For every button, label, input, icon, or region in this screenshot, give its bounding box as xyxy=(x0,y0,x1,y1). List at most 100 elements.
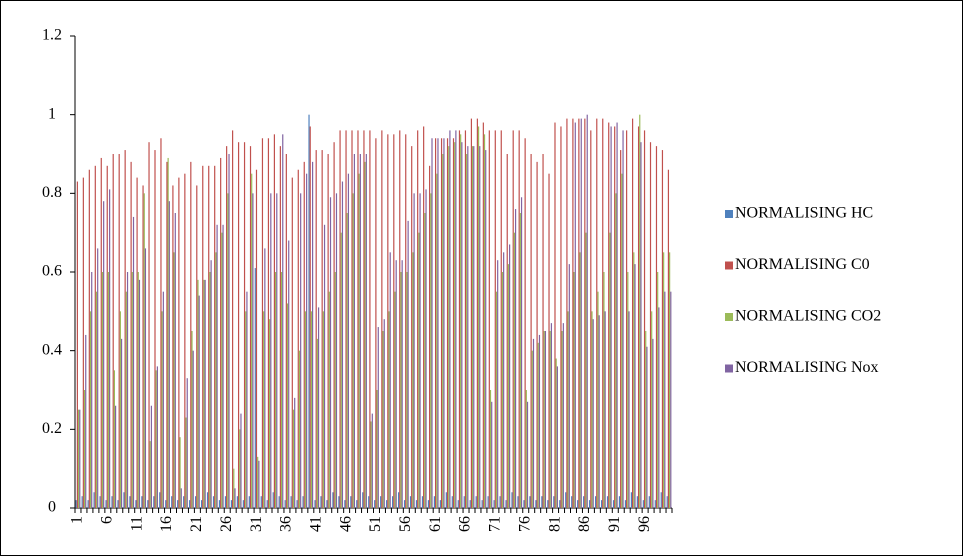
bar xyxy=(525,390,527,508)
bar xyxy=(612,500,615,508)
bar xyxy=(487,496,489,508)
bar xyxy=(226,146,228,508)
bar xyxy=(165,500,167,508)
bar xyxy=(661,150,664,509)
bar xyxy=(538,334,541,508)
bar xyxy=(280,272,283,508)
bar xyxy=(583,496,585,508)
bar xyxy=(622,130,624,508)
bar xyxy=(554,122,556,509)
bar xyxy=(297,169,299,508)
x-tick-label: 66 xyxy=(457,516,474,532)
bar xyxy=(594,496,597,508)
bar xyxy=(255,169,258,508)
bar xyxy=(436,173,438,508)
bar xyxy=(120,338,123,508)
x-tick-label: 86 xyxy=(576,516,593,532)
bar xyxy=(148,142,150,508)
bar xyxy=(220,157,222,508)
bar xyxy=(266,500,268,508)
bar xyxy=(481,500,483,508)
bar xyxy=(433,496,435,508)
bar xyxy=(309,126,311,508)
bar xyxy=(209,272,211,508)
bar xyxy=(79,409,81,508)
bar xyxy=(604,311,606,508)
bar xyxy=(615,193,617,509)
bar xyxy=(310,311,313,508)
bar xyxy=(592,319,594,508)
bar xyxy=(415,500,418,508)
legend-swatch xyxy=(725,261,733,270)
bar xyxy=(467,146,469,508)
x-tick-label: 91 xyxy=(606,516,623,532)
bar xyxy=(239,429,241,508)
bar xyxy=(370,421,372,508)
bar xyxy=(512,130,514,508)
bar xyxy=(497,260,499,508)
bar xyxy=(230,500,233,508)
bar xyxy=(124,150,126,509)
bar xyxy=(154,150,156,509)
bar xyxy=(308,114,310,509)
bar xyxy=(156,366,158,508)
bar xyxy=(449,130,451,508)
bar xyxy=(77,409,80,508)
bar xyxy=(194,496,197,508)
bar xyxy=(282,134,284,509)
bar xyxy=(556,366,558,508)
bar xyxy=(83,390,86,508)
bar xyxy=(272,492,274,508)
bar xyxy=(159,492,161,508)
x-tick-label: 46 xyxy=(337,516,354,532)
bar xyxy=(357,130,359,508)
bar xyxy=(242,500,244,508)
bar xyxy=(407,220,409,508)
bar xyxy=(141,496,143,508)
y-tick-label: 0.4 xyxy=(42,341,62,358)
bar xyxy=(616,122,618,509)
bar xyxy=(249,146,252,508)
bar xyxy=(150,405,153,508)
bar xyxy=(550,323,553,508)
bar xyxy=(544,331,547,508)
bar xyxy=(147,500,149,508)
bar xyxy=(172,185,174,508)
x-tick-label: 6 xyxy=(99,516,116,524)
bar xyxy=(618,496,621,508)
bar xyxy=(406,272,408,508)
bar xyxy=(160,138,162,508)
bar xyxy=(411,146,413,508)
bar xyxy=(423,126,425,508)
bar xyxy=(333,142,335,508)
bar xyxy=(353,154,355,508)
bar xyxy=(365,154,367,508)
bar xyxy=(425,189,427,508)
bar xyxy=(292,409,295,508)
bar xyxy=(143,193,145,509)
bar xyxy=(251,173,253,508)
bar xyxy=(503,252,505,508)
bar xyxy=(347,173,350,508)
bar xyxy=(203,279,205,508)
bar xyxy=(514,209,517,509)
bar xyxy=(427,500,430,508)
y-tick-label: 0 xyxy=(48,499,56,516)
bar xyxy=(125,291,127,508)
bar xyxy=(568,264,570,508)
bar xyxy=(263,311,265,508)
bar xyxy=(461,142,463,508)
bar xyxy=(222,224,224,509)
bar xyxy=(258,460,260,508)
x-tick-label: 21 xyxy=(188,516,205,532)
bar xyxy=(399,130,401,508)
bar xyxy=(537,342,539,508)
bar xyxy=(144,248,147,508)
bar xyxy=(526,401,529,508)
bar xyxy=(180,488,182,508)
bar xyxy=(186,378,188,508)
bar xyxy=(666,496,668,508)
bar xyxy=(350,496,352,508)
bar xyxy=(658,307,660,508)
bar xyxy=(162,291,164,508)
